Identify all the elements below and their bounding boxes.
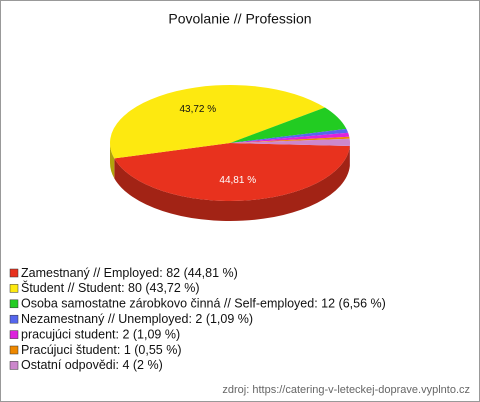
legend-swatch bbox=[9, 330, 19, 339]
legend-label: Osoba samostatne zárobkovo činná // Self… bbox=[21, 297, 386, 311]
legend-label: Študent // Student: 80 (43,72 %) bbox=[21, 280, 200, 295]
slice-side bbox=[114, 146, 350, 222]
slice-side bbox=[110, 143, 115, 179]
legend-label: Ostatní odpovědi: 4 (2 %) bbox=[21, 358, 163, 372]
data-label: 44,81 % bbox=[219, 175, 256, 186]
slice bbox=[230, 138, 351, 147]
legend-swatch bbox=[9, 268, 19, 278]
source: zdroj: https://catering-v-leteckej-dopra… bbox=[222, 384, 470, 396]
chart-title: Povolanie // Profession bbox=[168, 11, 311, 27]
slice bbox=[110, 85, 325, 159]
legend-swatch bbox=[9, 314, 19, 324]
legend-label: Nezamestnaný // Unemployed: 2 (1,09 %) bbox=[21, 312, 253, 326]
slice bbox=[230, 132, 350, 143]
legend-swatch bbox=[9, 345, 19, 355]
slice bbox=[230, 107, 347, 143]
legend-label: pracujúci student: 2 (1,09 %) bbox=[21, 327, 180, 341]
slice bbox=[230, 136, 350, 143]
legend-swatch bbox=[9, 284, 19, 293]
legend-label: Pracújuci študent: 1 (0,55 %) bbox=[21, 343, 182, 357]
legend-label: Zamestnaný // Employed: 82 (44,81 %) bbox=[21, 266, 238, 280]
data-label: 43,72 % bbox=[179, 104, 216, 115]
slice bbox=[230, 128, 349, 143]
slice bbox=[114, 143, 350, 201]
legend-swatch bbox=[9, 299, 19, 309]
legend-swatch bbox=[9, 361, 19, 370]
